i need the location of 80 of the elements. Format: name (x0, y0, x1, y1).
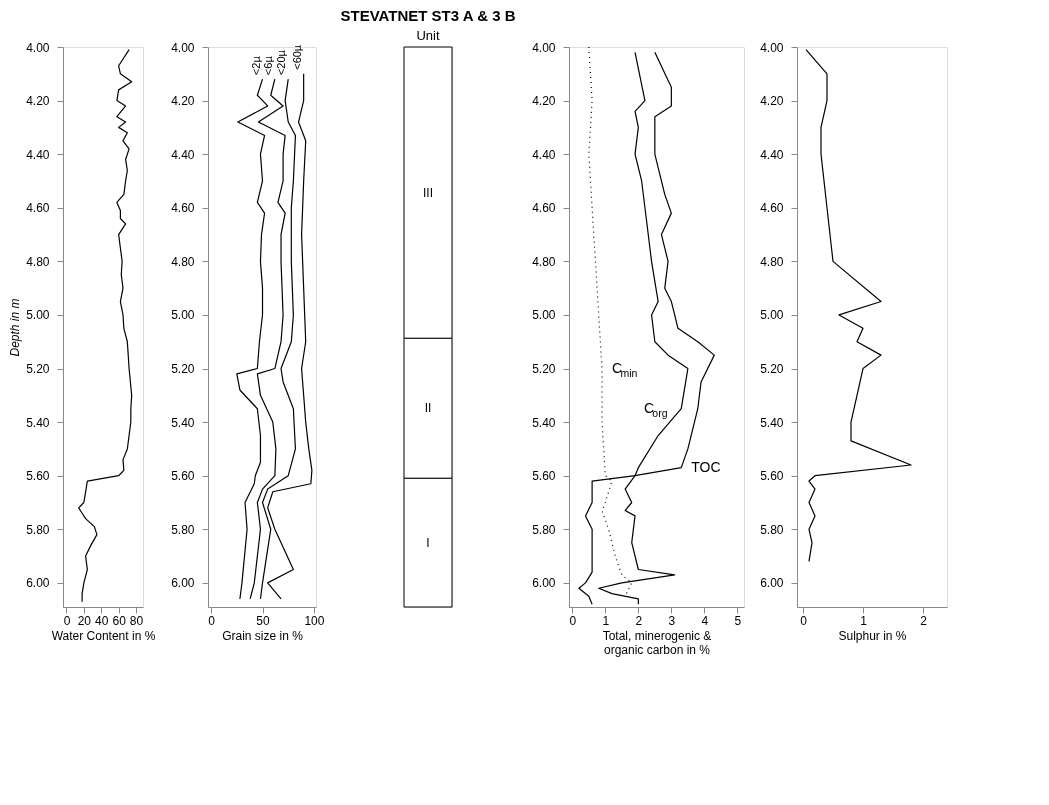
y-tick-label: 5.60 (760, 469, 784, 484)
y-tick-label: 5.80 (532, 522, 556, 537)
y-tick-label: 4.20 (532, 94, 556, 109)
y-tick-label: 5.00 (760, 308, 784, 323)
y-tick-label: 4.00 (26, 40, 50, 55)
y-tick-label: 5.00 (171, 308, 195, 323)
y-tick-label: 5.20 (532, 362, 556, 377)
y-tick-label: 5.00 (26, 308, 50, 323)
x-tick-label: 2 (920, 613, 928, 628)
line-series (78, 49, 133, 603)
y-tick-label: 5.00 (532, 308, 556, 323)
y-tick-label: 4.40 (532, 147, 556, 162)
y-tick-label: 5.60 (171, 469, 195, 484)
x-tick-label: 4 (701, 613, 709, 628)
x-tick-label: 100 (304, 613, 325, 628)
y-tick-label: 4.00 (532, 40, 556, 55)
series-label: TOC (691, 458, 721, 475)
y-tick-label: 6.00 (760, 576, 784, 591)
series-label: I (426, 535, 430, 550)
x-tick-label: 0 (569, 613, 577, 628)
text: <6µ (261, 55, 274, 76)
y-tick-label: 6.00 (26, 576, 50, 591)
y-tick-label: 6.00 (532, 576, 556, 591)
series-label: II (424, 401, 432, 416)
y-axis-title: Depth in m (8, 298, 23, 357)
x-axis-title: Grain size in % (222, 628, 304, 643)
x-tick-label: 0 (63, 613, 71, 628)
x-tick-label: 5 (734, 613, 742, 628)
x-tick-label: 20 (77, 613, 92, 628)
y-tick-label: 5.20 (760, 362, 784, 377)
y-tick-label: 4.20 (26, 94, 50, 109)
y-tick-label: 4.00 (760, 40, 784, 55)
x-tick-label: 60 (112, 613, 127, 628)
y-tick-label: 4.60 (26, 201, 50, 216)
line-series (236, 78, 269, 600)
x-tick-label: 3 (668, 613, 676, 628)
y-tick-label: 4.80 (26, 254, 50, 269)
y-tick-label: 6.00 (171, 576, 195, 591)
y-tick-label: 4.20 (171, 94, 195, 109)
x-tick-label: 0 (208, 613, 216, 628)
chart-subtitle: Unit (416, 27, 440, 43)
y-tick-label: 5.20 (171, 362, 195, 377)
y-tick-label: 4.80 (532, 254, 556, 269)
y-tick-label: 4.80 (760, 254, 784, 269)
y-tick-label: 4.80 (171, 254, 195, 269)
y-tick-label: 5.40 (760, 415, 784, 430)
y-tick-label: 5.40 (532, 415, 556, 430)
text: <60µ (290, 44, 303, 70)
x-axis-title: Water Content in % (51, 628, 156, 643)
x-tick-label: 80 (129, 613, 144, 628)
x-axis-title: Total, minerogenic & organic carbon in % (602, 628, 712, 657)
x-tick-label: 2 (635, 613, 643, 628)
line-series (805, 49, 912, 563)
y-tick-label: 4.60 (171, 201, 195, 216)
y-tick-label: 5.20 (26, 362, 50, 377)
x-tick-label: 1 (602, 613, 610, 628)
x-tick-label: 0 (800, 613, 808, 628)
line-series (267, 73, 313, 600)
y-tick-label: 5.60 (532, 469, 556, 484)
text: <20µ (275, 49, 288, 76)
y-tick-label: 5.40 (26, 415, 50, 430)
y-tick-label: 5.80 (171, 522, 195, 537)
y-tick-label: 4.40 (171, 147, 195, 162)
y-tick-label: 4.60 (760, 201, 784, 216)
x-tick-label: 1 (860, 613, 868, 628)
y-tick-label: 4.20 (760, 94, 784, 109)
y-tick-label: 4.00 (171, 40, 195, 55)
y-tick-label: 5.60 (26, 469, 50, 484)
series-label: III (422, 185, 434, 200)
y-tick-label: 4.40 (760, 147, 784, 162)
y-tick-label: 5.40 (171, 415, 195, 430)
text: <2µ (249, 55, 262, 76)
x-tick-label: 50 (256, 613, 271, 628)
y-tick-label: 5.80 (26, 522, 50, 537)
x-tick-label: 40 (95, 613, 109, 628)
chart-title: STEVATNET ST3 A & 3 B (340, 6, 516, 24)
x-axis-title: Sulphur in % (838, 628, 907, 643)
y-tick-label: 4.40 (26, 147, 50, 162)
y-tick-label: 4.60 (532, 201, 556, 216)
y-tick-label: 5.80 (760, 522, 784, 537)
